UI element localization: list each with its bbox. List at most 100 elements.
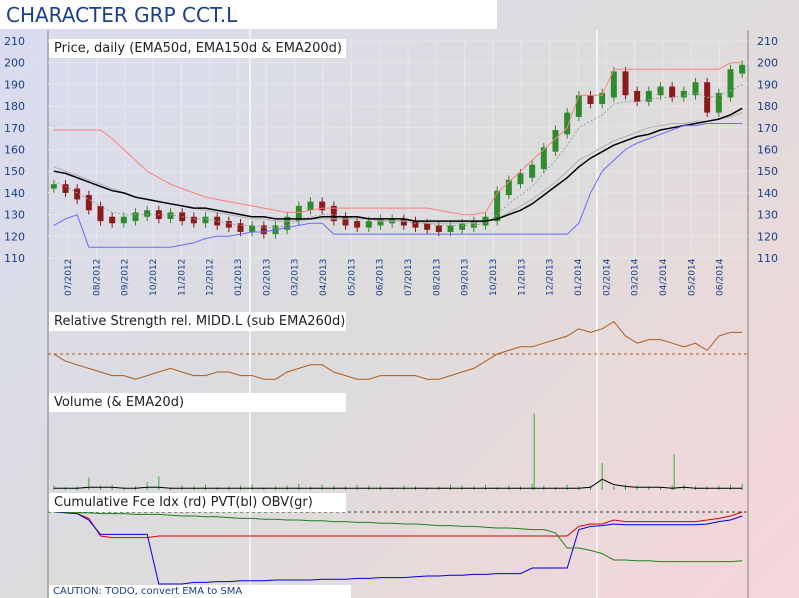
price-ytick-right: 180 — [757, 100, 778, 113]
price-candle — [249, 225, 256, 232]
price-candle — [610, 71, 617, 98]
month-tick-label: 10/2012 — [149, 259, 159, 296]
price-candle — [517, 173, 524, 185]
month-tick-label: 01/2013 — [234, 259, 244, 296]
month-tick-label: 02/2014 — [602, 258, 612, 296]
price-candle — [319, 201, 326, 211]
price-candle — [62, 184, 69, 193]
price-line-ema150d — [53, 112, 743, 224]
price-ytick-left: 140 — [4, 187, 25, 200]
month-tick-label: 01/2014 — [574, 258, 584, 296]
price-candle — [634, 90, 641, 102]
price-candle — [354, 221, 361, 228]
price-candle — [669, 86, 676, 98]
price-ytick-left: 110 — [4, 252, 25, 265]
price-ytick-left: 120 — [4, 230, 25, 243]
month-tick-label: 12/2012 — [206, 259, 216, 296]
price-candle — [295, 205, 302, 222]
price-ytick-right: 210 — [757, 35, 778, 48]
cumulative-line-obv — [53, 511, 743, 563]
price-candle — [470, 221, 477, 228]
month-tick-label: 11/2012 — [177, 259, 187, 296]
price-candle — [120, 216, 127, 224]
month-tick-label: 08/2012 — [92, 259, 102, 296]
price-candle — [109, 216, 116, 224]
volume-ema20-line — [53, 478, 743, 489]
title-box: CHARACTER GRP CCT.L — [0, 0, 497, 29]
month-tick-label: 03/2014 — [631, 258, 641, 296]
price-candle — [575, 95, 582, 117]
price-panel-label: Price, daily (EMA50d, EMA150d & EMA200d) — [49, 39, 346, 58]
price-candle — [564, 112, 571, 135]
price-candle — [540, 147, 547, 170]
price-candle — [412, 221, 419, 228]
price-candle — [727, 69, 734, 98]
price-candle — [307, 201, 314, 211]
price-ytick-right: 170 — [757, 122, 778, 135]
price-candle — [330, 205, 337, 222]
price-candle — [692, 82, 699, 96]
month-tick-label: 11/2013 — [517, 259, 527, 296]
price-line-resistance — [53, 62, 743, 216]
price-candle — [342, 216, 349, 226]
month-tick-label: 10/2013 — [489, 259, 499, 296]
price-candle — [260, 225, 267, 235]
price-candle — [400, 218, 407, 226]
price-candle — [529, 164, 536, 178]
price-candle — [505, 179, 512, 196]
price-ytick-right: 150 — [757, 165, 778, 178]
month-tick-label: 09/2012 — [121, 259, 131, 296]
price-ytick-right: 110 — [757, 252, 778, 265]
month-tick-label: 04/2014 — [659, 258, 669, 296]
price-candle — [377, 218, 384, 226]
price-candle — [657, 86, 664, 96]
month-tick-label: 02/2013 — [262, 259, 272, 296]
price-candle — [622, 71, 629, 96]
price-line-ema200d — [53, 107, 743, 222]
price-candle — [97, 205, 104, 222]
price-ytick-right: 140 — [757, 187, 778, 200]
month-tick-label: 09/2013 — [461, 259, 471, 296]
month-tick-label: 04/2013 — [319, 259, 329, 296]
price-ytick-left: 130 — [4, 209, 25, 222]
month-tick-label: 05/2014 — [687, 258, 697, 296]
price-candle — [74, 188, 81, 200]
price-candle — [225, 221, 232, 228]
price-candle — [552, 129, 559, 152]
price-candle — [680, 90, 687, 98]
month-tick-label: 06/2013 — [376, 259, 386, 296]
volume-panel-label: Volume (& EMA20d) — [49, 393, 346, 412]
price-candle — [599, 93, 606, 104]
month-tick-label: 07/2012 — [64, 259, 74, 296]
price-candle — [645, 90, 652, 102]
rs-panel-label: Relative Strength rel. MIDD.L (sub EMA26… — [49, 312, 346, 331]
month-tick-label: 05/2013 — [347, 259, 357, 296]
price-candle — [237, 223, 244, 232]
price-ytick-left: 150 — [4, 165, 25, 178]
price-ytick-left: 210 — [4, 35, 25, 48]
price-candle — [494, 190, 501, 222]
price-candle — [167, 212, 174, 219]
price-ytick-right: 120 — [757, 230, 778, 243]
price-ytick-left: 170 — [4, 122, 25, 135]
month-tick-label: 06/2014 — [716, 258, 726, 296]
month-tick-label: 08/2013 — [432, 259, 442, 296]
price-ytick-right: 130 — [757, 209, 778, 222]
price-candle — [459, 223, 466, 230]
price-ytick-right: 190 — [757, 78, 778, 91]
price-candle — [85, 195, 92, 211]
month-tick-label: 12/2013 — [546, 259, 556, 296]
chart-title: CHARACTER GRP CCT.L — [6, 3, 238, 27]
price-line-support — [53, 123, 743, 248]
cumulative-line-fce-idx — [53, 511, 743, 539]
price-ytick-left: 200 — [4, 57, 25, 70]
price-candle — [424, 223, 431, 230]
price-candle — [214, 216, 221, 226]
price-ytick-right: 160 — [757, 144, 778, 157]
price-candle — [132, 212, 139, 222]
price-candle — [284, 216, 291, 230]
caution-caption: CAUTION: TODO, convert EMA to SMA — [49, 585, 351, 598]
cumulative-panel-label: Cumulative Fce Idx (rd) PVT(bl) OBV(gr) — [49, 493, 346, 512]
cumulative-line-pvt — [53, 511, 743, 585]
price-candle — [435, 225, 442, 232]
